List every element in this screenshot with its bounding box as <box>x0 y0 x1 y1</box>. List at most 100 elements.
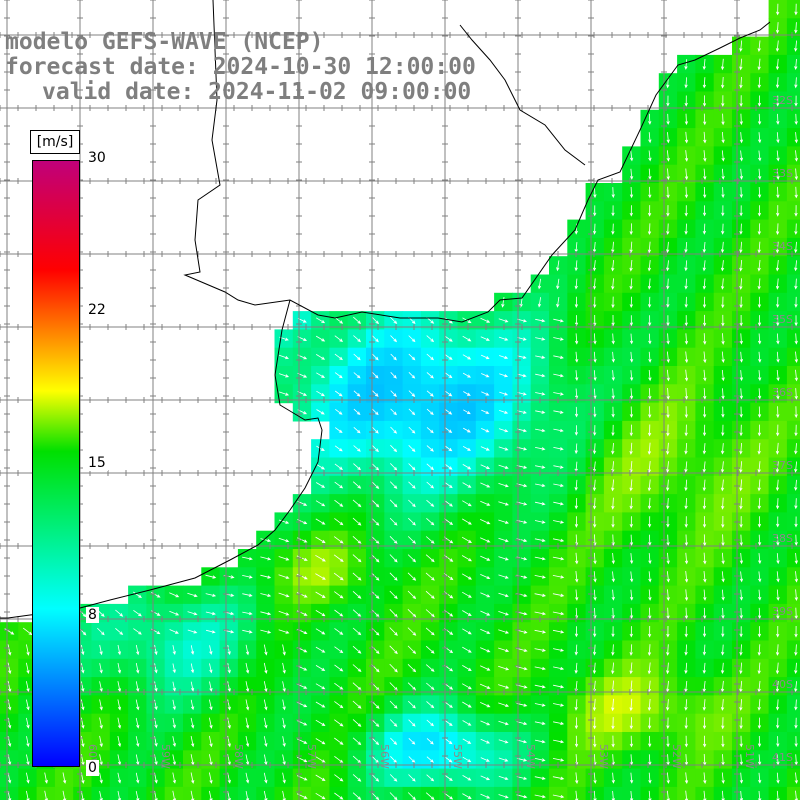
longitude-label: 54W <box>524 744 537 769</box>
wind-arrow <box>389 554 398 563</box>
wind-arrow <box>389 719 398 727</box>
wind-arrow <box>334 353 343 361</box>
wind-arrow <box>26 662 30 675</box>
wind-arrow <box>245 772 250 784</box>
wind-arrow <box>480 610 491 616</box>
wind-arrow <box>702 241 706 254</box>
wind-arrow <box>629 497 633 510</box>
wind-arrow <box>794 516 798 528</box>
wind-cell <box>219 786 239 800</box>
wind-arrow <box>227 791 231 800</box>
wind-arrow <box>135 644 140 656</box>
wind-arrow <box>260 538 272 543</box>
wind-arrow <box>666 497 670 510</box>
wind-arrow <box>315 536 326 544</box>
wind-arrow <box>282 754 286 766</box>
wind-arrow <box>334 372 343 379</box>
wind-arrow <box>390 335 398 343</box>
wind-vector-field <box>4 3 798 800</box>
wind-arrow <box>757 626 762 638</box>
wind-arrow <box>169 629 179 634</box>
wind-arrow <box>389 682 398 691</box>
wind-arrow <box>352 609 362 617</box>
wind-arrow <box>794 186 798 199</box>
wind-arrow <box>684 552 689 565</box>
wind-arrow <box>499 373 509 378</box>
wind-arrow <box>739 772 744 784</box>
wind-arrow <box>702 95 707 107</box>
wind-arrow <box>684 150 689 162</box>
wind-arrow <box>684 59 688 70</box>
wind-arrow <box>334 774 344 782</box>
wind-arrow <box>574 497 578 510</box>
wind-arrow <box>461 555 472 562</box>
wind-arrow <box>426 353 434 361</box>
wind-arrow <box>462 500 472 507</box>
wind-arrow <box>426 335 435 343</box>
wind-arrow <box>553 501 564 506</box>
wind-arrow <box>190 681 195 692</box>
wind-arrow <box>480 665 491 671</box>
wind-arrow <box>408 372 416 379</box>
wind-arrow <box>702 278 707 290</box>
wind-arrow <box>703 168 707 181</box>
wind-arrow <box>278 610 290 616</box>
wind-arrow <box>684 333 689 345</box>
wind-arrow <box>408 463 416 471</box>
wind-arrow <box>462 738 472 744</box>
wind-arrow <box>534 611 546 616</box>
wind-arrow <box>629 516 633 528</box>
wind-arrow <box>245 644 250 656</box>
wind-arrow <box>611 717 615 730</box>
wind-arrow <box>593 552 597 565</box>
wind-arrow <box>647 205 652 217</box>
longitude-label: 56W <box>378 744 391 769</box>
wind-cell <box>512 786 532 800</box>
latitude-label: 37S <box>772 459 793 472</box>
wind-arrow <box>629 571 634 583</box>
wind-arrow <box>776 333 780 345</box>
wind-arrow <box>757 278 761 290</box>
wind-arrow <box>315 591 326 598</box>
wind-cell <box>256 786 276 800</box>
wind-cell <box>183 786 202 800</box>
wind-arrow <box>190 735 195 748</box>
wind-arrow <box>721 607 725 620</box>
wind-arrow <box>721 534 725 547</box>
wind-arrow <box>99 644 103 656</box>
wind-arrow <box>739 223 743 235</box>
wind-arrow <box>794 3 798 16</box>
wind-arrow <box>390 372 397 379</box>
wind-arrow <box>353 353 361 361</box>
wind-arrow <box>534 501 546 506</box>
wind-cell <box>786 347 800 367</box>
wind-arrow <box>611 187 615 199</box>
wind-arrow <box>408 719 416 727</box>
wind-arrow <box>666 644 670 656</box>
wind-arrow <box>593 571 597 583</box>
wind-arrow <box>721 168 725 180</box>
wind-arrow <box>775 58 780 71</box>
wind-arrow <box>611 698 615 712</box>
wind-arrow <box>426 390 434 397</box>
wind-arrow <box>425 792 435 800</box>
wind-arrow <box>703 333 707 345</box>
wind-arrow <box>315 573 326 580</box>
wind-arrow <box>629 717 633 730</box>
wind-cell <box>585 786 605 800</box>
wind-arrow <box>444 335 453 342</box>
wind-arrow <box>315 628 326 635</box>
wind-arrow <box>776 406 780 419</box>
wind-arrow <box>463 427 471 433</box>
wind-arrow <box>593 296 597 309</box>
wind-arrow <box>26 736 30 747</box>
wind-arrow <box>703 131 707 144</box>
wind-arrow <box>517 337 527 341</box>
wind-arrow <box>154 699 158 711</box>
wind-arrow <box>739 479 743 492</box>
longitude-label: 59W <box>159 744 172 769</box>
wind-arrow <box>190 772 195 784</box>
wind-arrow <box>334 792 344 800</box>
wind-arrow <box>498 428 509 433</box>
wind-arrow <box>115 627 124 636</box>
